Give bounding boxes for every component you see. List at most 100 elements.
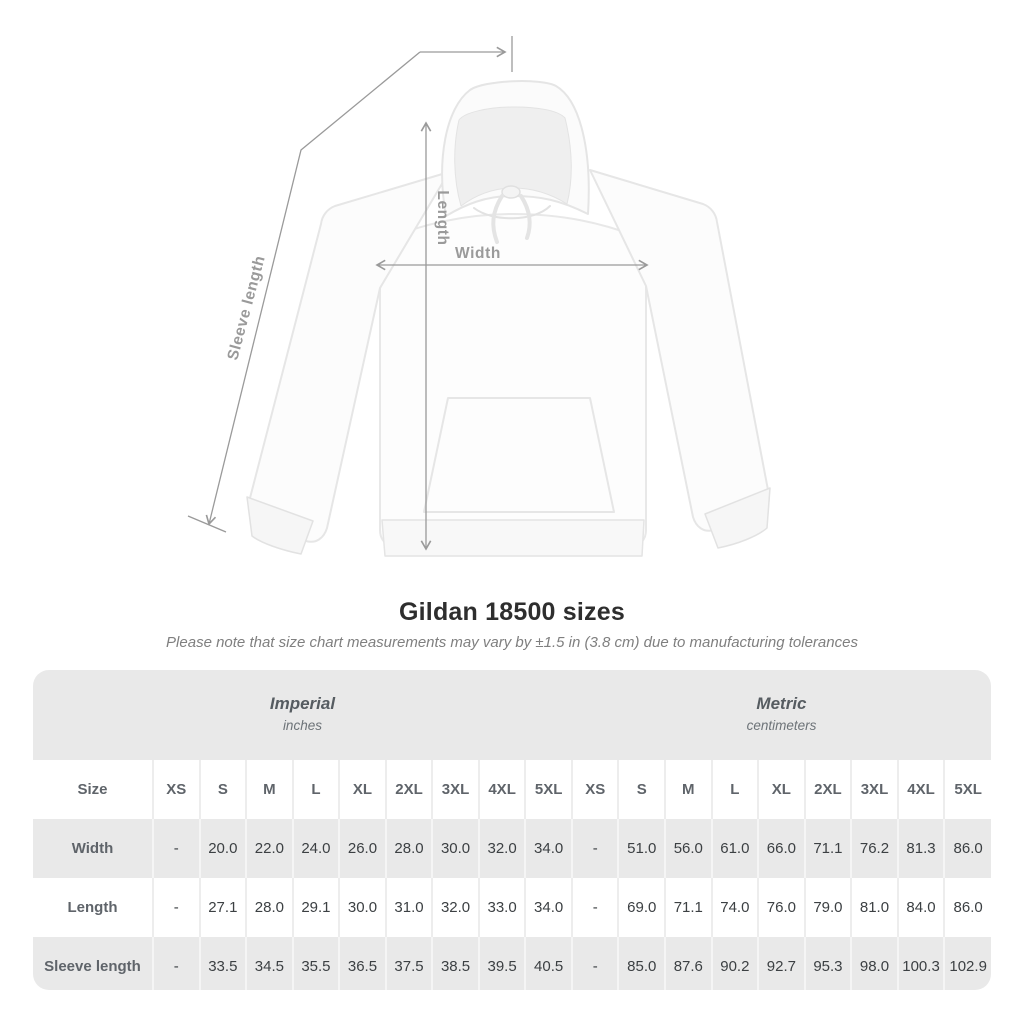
page-title: Gildan 18500 sizes [399,598,625,626]
size-header-cell: XL [757,760,805,819]
unit-group-row: Imperial inches Metric centimeters [33,670,991,760]
size-table: Imperial inches Metric centimeters Size … [33,670,991,990]
value-cell: 29.1 [291,878,340,937]
value-cell: 81.0 [850,878,898,937]
row-label: Width [33,819,153,878]
value-cell: 28.0 [384,819,433,878]
size-header-cell: S [198,760,247,819]
size-header-cell: 4XL [896,760,945,819]
value-cell: 84.0 [896,878,945,937]
metric-label: Metric [756,693,807,713]
size-column-header: Size [33,760,153,819]
size-header-cell: 2XL [384,760,433,819]
value-cell: 74.0 [710,878,759,937]
metric-unit: centimeters [746,717,817,733]
size-header-cell: XL [338,760,386,819]
table-row: Sleeve length -33.5 34.5 35.5 36.5 37.5 38.5 39… [33,937,991,990]
imperial-unit: inches [282,717,322,733]
size-header-cell: L [291,760,340,819]
size-header-row: Size XS S M L XL 2XL 3XL 4XL 5XL XS S M L XL 2XL 3XL 4XL… [33,760,991,819]
size-table-body: Width -20.0 22.0 24.0 26.0 28.0 30.0 32.0 34.0-5… [33,819,991,990]
drawstring-right [519,194,532,240]
value-cell: 34.0 [524,878,572,937]
value-cell: 34.5 [245,937,293,990]
value-cell: 86.0 [943,878,991,937]
hoodie-illustration [246,80,771,557]
hoodie-right-cuff [704,487,771,549]
hoodie-measurement-diagram: Sleeve length Length Width [187,36,771,557]
hoodie-hood-opening [454,106,572,207]
value-cell: 27.1 [198,878,247,937]
hoodie-collar [473,205,551,220]
value-cell: 98.0 [850,937,898,990]
value-cell: 37.5 [384,937,433,990]
value-cell: 69.0 [617,878,666,937]
metric-group-header: Metric centimeters [571,670,991,760]
hoodie-left-cuff [246,496,314,555]
size-table-grid: Imperial inches Metric centimeters Size … [33,670,991,990]
value-cell: 30.0 [338,878,386,937]
size-header-cell: XS [570,760,619,819]
value-cell: 36.5 [338,937,386,990]
value-cell: 71.1 [664,878,712,937]
value-cell: 92.7 [757,937,805,990]
size-header-cell: L [710,760,759,819]
tolerance-note: Please note that size chart measurements… [166,634,858,651]
value-cell: 34.0 [524,819,572,878]
table-row: Width -20.0 22.0 24.0 26.0 28.0 30.0 32.0 34.0-5… [33,819,991,878]
row-label: Sleeve length [33,937,153,990]
sleeve-length-arrow [187,36,513,533]
value-cell: 71.1 [803,819,852,878]
hoodie-pocket [423,397,615,513]
value-cell: - [152,819,200,878]
hoodie-hem [381,519,645,557]
size-header-cell: 3XL [850,760,898,819]
value-cell: 33.5 [198,937,247,990]
sleeve-bottom-tick [187,515,227,533]
size-header-cell: 5XL [943,760,991,819]
value-cell: 28.0 [245,878,293,937]
size-header-cell: S [617,760,666,819]
width-label: Width [455,245,501,262]
table-row: Length -27.1 28.0 29.1 30.0 31.0 32.0 33.0 34.0-… [33,878,991,937]
imperial-label: Imperial [269,693,336,713]
value-cell: 86.0 [943,819,991,878]
size-header-cell: 4XL [477,760,526,819]
value-cell: 40.5 [524,937,572,990]
value-cell: - [152,937,200,990]
size-header-cell: 2XL [803,760,852,819]
value-cell: 87.6 [664,937,712,990]
size-header-cell: 5XL [524,760,572,819]
drawstring-knot [501,185,521,199]
value-cell: 22.0 [245,819,293,878]
value-cell: - [152,878,200,937]
value-cell: 100.3 [896,937,945,990]
value-cell: 51.0 [617,819,666,878]
size-header-cell: 3XL [431,760,479,819]
value-cell: - [570,878,619,937]
value-cell: 66.0 [757,819,805,878]
length-label: Length [434,190,451,245]
size-header-cell: M [245,760,293,819]
value-cell: 31.0 [384,878,433,937]
value-cell: 26.0 [338,819,386,878]
value-cell: 32.0 [431,878,479,937]
value-cell: 95.3 [803,937,852,990]
value-cell: 76.2 [850,819,898,878]
value-cell: 85.0 [617,937,666,990]
drawstring-left [491,194,504,244]
value-cell: 102.9 [943,937,991,990]
value-cell: 39.5 [477,937,526,990]
imperial-group-header: Imperial inches [33,670,572,760]
value-cell: 35.5 [291,937,340,990]
value-cell: 32.0 [477,819,526,878]
value-cell: 76.0 [757,878,805,937]
value-cell: 90.2 [710,937,759,990]
value-cell: 81.3 [896,819,945,878]
value-cell: 56.0 [664,819,712,878]
value-cell: 61.0 [710,819,759,878]
size-header-cell: XS [152,760,200,819]
value-cell: 38.5 [431,937,479,990]
row-label: Length [33,878,153,937]
